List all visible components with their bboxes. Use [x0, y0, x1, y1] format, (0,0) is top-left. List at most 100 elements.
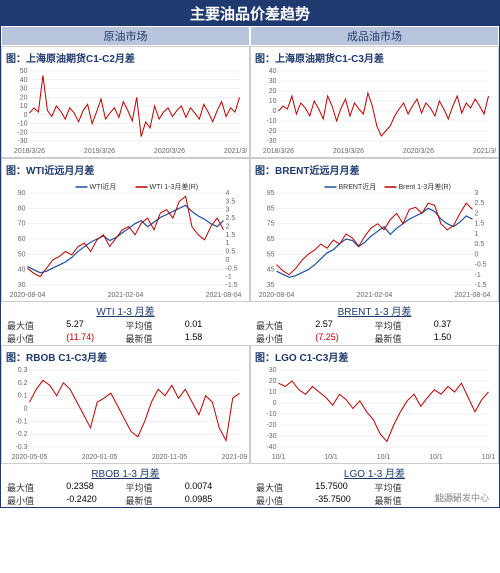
chart-title: 图：上海原油期货C1-C2月差	[6, 50, 247, 65]
svg-text:WTI 1-3月差(R): WTI 1-3月差(R)	[150, 182, 199, 191]
svg-text:-20: -20	[266, 422, 276, 429]
svg-text:2021/3/26: 2021/3/26	[473, 148, 496, 155]
svg-text:-0.2: -0.2	[15, 431, 27, 438]
chart-shanghai-c1c3: 图：上海原油期货C1-C3月差 -30-20-100102030402018/3…	[250, 46, 499, 158]
svg-text:2020/3/26: 2020/3/26	[154, 148, 185, 155]
sub-header-refined: 成品油市场	[250, 26, 499, 46]
svg-text:35: 35	[267, 282, 275, 289]
svg-text:1: 1	[475, 231, 479, 238]
svg-text:-0.1: -0.1	[15, 418, 27, 425]
svg-text:2020-11-05: 2020-11-05	[152, 454, 187, 461]
svg-text:-0.5: -0.5	[475, 262, 487, 269]
stats-block-2: 最大值5.27平均值0.01最大值2.57平均值0.37最小值(11.74)最新…	[1, 319, 499, 345]
svg-text:-1: -1	[226, 274, 232, 281]
svg-text:2018/3/26: 2018/3/26	[263, 148, 294, 155]
svg-text:20: 20	[269, 88, 277, 95]
svg-text:70: 70	[18, 221, 26, 228]
chart-row-2: 图：WTI近远月月差 30405060708090-1.5-1-0.500.51…	[1, 158, 499, 302]
svg-text:10/1: 10/1	[377, 454, 391, 461]
watermark: 能源研发中心	[431, 490, 493, 505]
svg-text:10/1: 10/1	[272, 454, 286, 461]
svg-text:2020-05-05: 2020-05-05	[12, 454, 48, 461]
svg-text:90: 90	[18, 190, 26, 197]
chart-lgo: 图：LGO C1-C3月差 -40-30-20-10010203010/110/…	[250, 345, 499, 464]
svg-text:0.3: 0.3	[18, 367, 28, 374]
svg-text:-1.5: -1.5	[475, 282, 487, 289]
svg-text:50: 50	[18, 251, 26, 258]
svg-text:0: 0	[475, 251, 479, 258]
oil-spread-dashboard: 主要油品价差趋势 原油市场 成品油市场 图：上海原油期货C1-C2月差 -30 -…	[0, 0, 500, 508]
svg-text:80: 80	[18, 205, 26, 212]
svg-text:0: 0	[273, 400, 277, 407]
stats-title: LGO 1-3 月差	[250, 464, 499, 481]
svg-text:30: 30	[18, 282, 26, 289]
svg-text:30: 30	[269, 367, 277, 374]
svg-text:0: 0	[24, 112, 28, 119]
svg-text:1.5: 1.5	[226, 232, 236, 239]
stats-title: RBOB 1-3 月差	[1, 464, 250, 481]
svg-text:-10: -10	[17, 121, 27, 128]
svg-text:20: 20	[269, 378, 277, 385]
stats-block-3: 能源研发中心 最大值0.2358平均值0.0074最大值15.7500平均值最小…	[1, 481, 499, 507]
svg-text:2021-09-05: 2021-09-05	[222, 454, 247, 461]
svg-text:3: 3	[226, 207, 230, 214]
svg-text:60: 60	[18, 236, 26, 243]
svg-text:55: 55	[267, 251, 275, 258]
svg-text:2019/3/26: 2019/3/26	[84, 148, 115, 155]
svg-text:-10: -10	[266, 118, 276, 125]
svg-text:10: 10	[269, 98, 277, 105]
svg-text:0.5: 0.5	[475, 241, 485, 248]
svg-text:40: 40	[18, 267, 26, 274]
chart-svg: -30-20-100102030402018/3/262019/3/262020…	[253, 67, 496, 155]
svg-text:2020-08-04: 2020-08-04	[259, 292, 295, 299]
svg-text:10/1: 10/1	[482, 454, 496, 461]
main-title: 主要油品价差趋势	[1, 1, 499, 26]
svg-text:50: 50	[20, 68, 28, 75]
chart-svg: 35455565758595-1.5-1-0.500.511.522.53BRE…	[253, 179, 496, 299]
chart-rbob: 图：RBOB C1-C3月差 -0.3-0.2-0.100.10.20.3202…	[1, 345, 250, 464]
svg-text:BRENT近月: BRENT近月	[339, 182, 377, 191]
svg-text:0.5: 0.5	[226, 249, 236, 256]
svg-text:-1: -1	[475, 272, 481, 279]
svg-text:3.5: 3.5	[226, 198, 236, 205]
svg-text:0.1: 0.1	[18, 393, 28, 400]
svg-text:0.2: 0.2	[18, 380, 28, 387]
svg-text:0: 0	[273, 108, 277, 115]
svg-text:30: 30	[20, 86, 28, 93]
svg-text:0: 0	[226, 257, 230, 264]
svg-text:65: 65	[267, 236, 275, 243]
svg-text:10/1: 10/1	[429, 454, 443, 461]
svg-text:2021-02-04: 2021-02-04	[357, 292, 393, 299]
svg-text:-30: -30	[266, 138, 276, 145]
svg-text:2020-01-05: 2020-01-05	[82, 454, 118, 461]
svg-text:-30: -30	[266, 433, 276, 440]
svg-text:85: 85	[267, 205, 275, 212]
stats-title-row-2: WTI 1-3 月差 BRENT 1-3 月差	[1, 302, 499, 319]
svg-text:10/1: 10/1	[324, 454, 338, 461]
svg-text:95: 95	[267, 190, 275, 197]
svg-text:2.5: 2.5	[475, 200, 485, 207]
svg-text:2.5: 2.5	[226, 215, 236, 222]
svg-text:40: 40	[269, 68, 277, 75]
stats-title-row-3: RBOB 1-3 月差 LGO 1-3 月差	[1, 464, 499, 481]
svg-text:3: 3	[475, 190, 479, 197]
svg-text:2: 2	[226, 223, 230, 230]
chart-title: 图：上海原油期货C1-C3月差	[255, 50, 496, 65]
svg-text:-20: -20	[17, 129, 27, 136]
svg-text:10: 10	[269, 389, 277, 396]
svg-text:20: 20	[20, 94, 28, 101]
svg-text:10: 10	[20, 103, 28, 110]
stats-title: WTI 1-3 月差	[1, 302, 250, 319]
chart-svg: -0.3-0.2-0.100.10.20.32020-05-052020-01-…	[4, 366, 247, 461]
svg-text:2019/3/26: 2019/3/26	[333, 148, 364, 155]
svg-text:75: 75	[267, 221, 275, 228]
chart-brent: 图：BRENT近远月月差 35455565758595-1.5-1-0.500.…	[250, 158, 499, 302]
svg-text:45: 45	[267, 267, 275, 274]
chart-svg: -30-20-10010203040502018/3/262019/3/2620…	[4, 67, 247, 155]
svg-text:2020/3/26: 2020/3/26	[403, 148, 434, 155]
svg-text:2020-08-04: 2020-08-04	[10, 292, 46, 299]
chart-title: 图：LGO C1-C3月差	[255, 349, 496, 364]
svg-text:0: 0	[24, 406, 28, 413]
sub-header-row: 原油市场 成品油市场	[1, 26, 499, 46]
svg-text:-0.5: -0.5	[226, 265, 238, 272]
